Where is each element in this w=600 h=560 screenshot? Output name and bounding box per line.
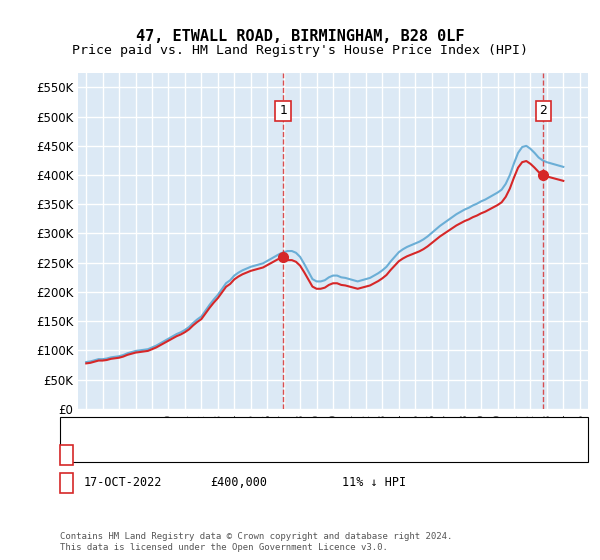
Text: Price paid vs. HM Land Registry's House Price Index (HPI): Price paid vs. HM Land Registry's House … <box>72 44 528 57</box>
Text: 2: 2 <box>63 477 70 489</box>
Text: 1: 1 <box>63 449 70 461</box>
Text: 47, ETWALL ROAD, BIRMINGHAM, B28 0LF (detached house): 47, ETWALL ROAD, BIRMINGHAM, B28 0LF (de… <box>93 424 437 435</box>
Text: 17-OCT-2022: 17-OCT-2022 <box>84 477 163 489</box>
Text: 11% ↓ HPI: 11% ↓ HPI <box>342 477 406 489</box>
Text: 1: 1 <box>279 104 287 117</box>
Text: 2: 2 <box>539 104 547 117</box>
Text: 47, ETWALL ROAD, BIRMINGHAM, B28 0LF: 47, ETWALL ROAD, BIRMINGHAM, B28 0LF <box>136 29 464 44</box>
Text: Contains HM Land Registry data © Crown copyright and database right 2024.
This d: Contains HM Land Registry data © Crown c… <box>60 532 452 552</box>
Text: —: — <box>69 421 87 438</box>
Text: HPI: Average price, detached house, Birmingham: HPI: Average price, detached house, Birm… <box>93 445 392 455</box>
Text: £260,000: £260,000 <box>210 449 267 461</box>
Text: 1% ↑ HPI: 1% ↑ HPI <box>342 449 399 461</box>
Text: £400,000: £400,000 <box>210 477 267 489</box>
Text: —: — <box>69 441 87 459</box>
Text: 18-DEC-2006: 18-DEC-2006 <box>84 449 163 461</box>
